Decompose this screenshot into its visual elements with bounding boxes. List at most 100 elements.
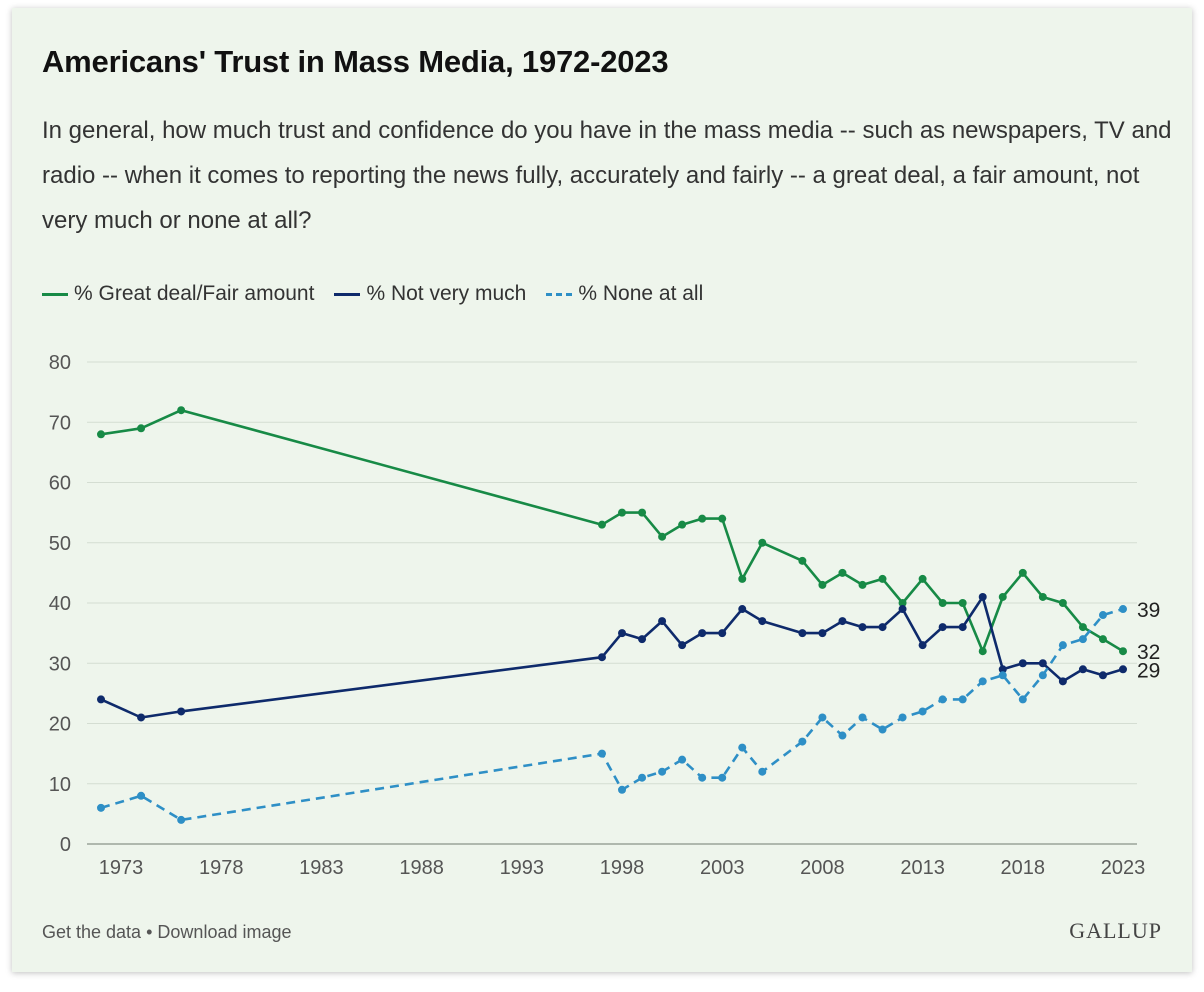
- legend-item-notvery: % Not very much: [334, 282, 526, 306]
- legend-label-notvery: % Not very much: [366, 282, 527, 305]
- x-tick-label: 1998: [600, 857, 645, 879]
- legend-label-great: % Great deal/Fair amount: [74, 282, 315, 305]
- series-point-0: [97, 430, 105, 439]
- chart-card: Americans' Trust in Mass Media, 1972-202…: [12, 8, 1192, 972]
- series-point-2: [1038, 671, 1047, 680]
- y-tick-label: 20: [49, 714, 71, 736]
- y-tick-label: 30: [49, 653, 71, 675]
- series-point-1: [177, 707, 186, 716]
- series-point-2: [938, 695, 947, 704]
- series-point-0: [1038, 592, 1047, 601]
- series-point-1: [878, 623, 887, 632]
- series-point-0: [137, 424, 146, 433]
- series-point-1: [678, 641, 687, 650]
- series-point-2: [1119, 605, 1127, 614]
- legend-item-great: % Great deal/Fair amount: [42, 282, 314, 306]
- series-point-0: [738, 574, 747, 583]
- chart-title: Americans' Trust in Mass Media, 1972-202…: [42, 44, 669, 79]
- series-point-2: [1098, 611, 1107, 620]
- series-point-1: [1018, 659, 1027, 668]
- series-point-0: [618, 508, 627, 517]
- series-point-0: [818, 580, 827, 589]
- legend-swatch-great: [42, 292, 68, 296]
- series-point-2: [698, 773, 707, 782]
- line-chart: 0 10 20 30 40 50 60 70 80 1973 1978 1983 1988 1993 199…: [49, 352, 1161, 879]
- end-value-label-1: 29: [1137, 659, 1160, 682]
- legend-swatch-none: [546, 292, 573, 296]
- series-point-1: [818, 629, 827, 638]
- series-point-1: [738, 605, 747, 614]
- x-tick-label: 2023: [1101, 857, 1146, 879]
- series-point-2: [918, 707, 927, 716]
- series-point-2: [898, 713, 907, 722]
- series-point-2: [678, 755, 687, 764]
- series-point-2: [718, 773, 727, 782]
- series-point-1: [1058, 677, 1067, 686]
- series-point-0: [858, 580, 867, 589]
- series-point-1: [658, 617, 667, 626]
- x-tick-label: 2003: [700, 857, 745, 879]
- series-point-0: [878, 574, 887, 583]
- series-point-2: [838, 731, 847, 740]
- series-point-1: [618, 629, 627, 638]
- y-tick-label: 40: [49, 593, 71, 615]
- footer-links: Get the data • Download image: [42, 922, 292, 943]
- series-point-2: [858, 713, 867, 722]
- series-point-0: [798, 556, 807, 565]
- get-data-link[interactable]: Get the data: [42, 922, 142, 942]
- series-point-2: [978, 677, 987, 686]
- series-point-0: [1098, 635, 1107, 644]
- series-point-1: [998, 665, 1007, 674]
- series-point-0: [658, 532, 667, 541]
- series-point-0: [978, 647, 987, 656]
- series-point-2: [1018, 695, 1027, 704]
- series-point-2: [597, 749, 606, 758]
- series-point-0: [898, 599, 907, 607]
- series-point-1: [597, 653, 606, 662]
- series-point-1: [1038, 659, 1047, 668]
- series-point-2: [658, 767, 667, 776]
- series-point-2: [798, 737, 807, 746]
- series-point-2: [1058, 641, 1067, 650]
- series-point-0: [958, 599, 967, 607]
- series-point-2: [878, 725, 887, 734]
- series-point-1: [898, 605, 907, 614]
- series-point-0: [177, 406, 186, 415]
- x-tick-label: 1978: [199, 857, 244, 879]
- series-line-2: [100, 607, 1124, 822]
- series-point-1: [838, 617, 847, 626]
- legend-swatch-notvery: [334, 292, 361, 296]
- series-point-0: [998, 592, 1007, 601]
- series-point-1: [958, 623, 967, 632]
- series-point-1: [1098, 671, 1107, 680]
- series-point-0: [678, 520, 687, 529]
- download-image-link[interactable]: Download image: [157, 922, 292, 942]
- series-point-1: [918, 641, 927, 650]
- series-point-0: [1058, 599, 1067, 607]
- series-point-2: [618, 785, 627, 794]
- x-tick-label: 1983: [299, 857, 344, 879]
- series-point-0: [758, 538, 767, 547]
- series-point-1: [97, 695, 105, 704]
- y-tick-label: 0: [60, 834, 71, 856]
- series-point-2: [818, 713, 827, 722]
- series-point-0: [1018, 568, 1027, 577]
- y-tick-label: 70: [49, 412, 71, 434]
- series-point-1: [938, 623, 947, 632]
- series-point-1: [137, 713, 146, 722]
- legend-item-none: % None at all: [546, 282, 703, 306]
- series-point-0: [1078, 623, 1087, 632]
- series-point-0: [597, 520, 606, 529]
- series-line-1: [100, 595, 1124, 719]
- series-point-1: [1078, 665, 1087, 674]
- series-point-2: [1078, 635, 1087, 644]
- footer-separator: •: [146, 922, 153, 942]
- series-point-2: [137, 791, 146, 800]
- series-point-0: [918, 574, 927, 583]
- series-point-1: [858, 623, 867, 632]
- series-point-2: [177, 815, 186, 824]
- y-tick-label: 10: [49, 774, 71, 796]
- x-tick-label: 1993: [500, 857, 545, 879]
- y-tick-label: 80: [49, 352, 71, 374]
- x-tick-label: 2008: [800, 857, 845, 879]
